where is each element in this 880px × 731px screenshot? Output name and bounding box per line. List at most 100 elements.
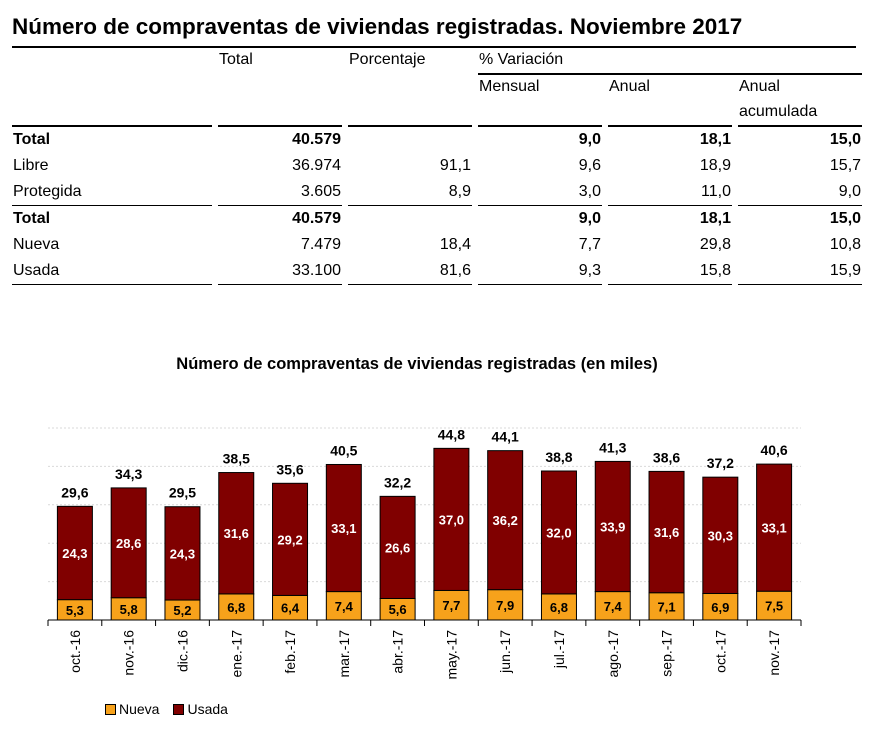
header-total: Total — [219, 51, 253, 68]
data-label-usada: 24,3 — [170, 546, 195, 561]
x-tick-label: nov.-17 — [766, 630, 782, 676]
data-label-usada: 33,9 — [600, 519, 625, 534]
table-subheader-row: Mensual Anual Anual — [12, 75, 862, 99]
data-label-nueva: 7,1 — [657, 599, 675, 614]
header-anual-acumulada-1: Anual — [739, 78, 780, 95]
data-label-nueva: 7,9 — [496, 598, 514, 613]
total-label: 38,5 — [223, 451, 250, 467]
x-tick-label: abr.-17 — [390, 630, 406, 674]
bar-usada-mar.-17 — [325, 463, 362, 593]
x-tick-label: jun.-17 — [497, 630, 513, 674]
row-label: Nueva — [13, 236, 60, 253]
title-rule — [12, 46, 856, 48]
bar-usada-feb.-17 — [272, 482, 309, 596]
x-tick-label: mar.-17 — [336, 630, 352, 678]
cell-mensual: 9,6 — [578, 157, 601, 174]
cell-mensual: 9,0 — [578, 210, 601, 227]
bar-usada-may.-17 — [433, 447, 470, 591]
bar-usada-dic.-16 — [164, 506, 201, 601]
data-label-usada: 30,3 — [708, 528, 733, 543]
bar-usada-jun.-17 — [487, 450, 524, 591]
cell-porcentaje: 8,9 — [348, 179, 472, 206]
total-label: 32,2 — [384, 474, 411, 490]
cell-mensual: 3,0 — [478, 179, 602, 206]
bar-usada-oct.-17 — [702, 476, 739, 595]
cell-anual: 29,8 — [699, 236, 731, 253]
data-label-usada: 36,2 — [493, 513, 518, 528]
bar-usada-ene.-17 — [218, 472, 255, 595]
data-label-nueva: 7,4 — [335, 599, 354, 614]
legend-swatch-usada — [173, 703, 185, 715]
cell-acumulada: 15,0 — [829, 210, 862, 227]
bar-usada-jul.-17 — [540, 470, 577, 595]
legend-item-nueva: Nueva — [105, 701, 159, 717]
x-tick-label: ene.-17 — [228, 630, 244, 678]
legend-label-usada: Usada — [187, 701, 228, 717]
data-label-nueva: 6,8 — [550, 600, 568, 615]
bar-usada-nov.-16 — [110, 487, 147, 599]
legend-swatch-nueva — [105, 703, 116, 715]
data-label-usada: 32,0 — [546, 525, 571, 540]
cell-acumulada: 15,9 — [738, 258, 863, 285]
x-tick-label: may.-17 — [443, 630, 459, 680]
cell-total: 3.605 — [218, 179, 342, 206]
x-tick-label: ago.-17 — [605, 630, 621, 678]
row-label: Libre — [13, 157, 49, 174]
data-label-usada: 31,6 — [224, 526, 249, 541]
total-label: 44,8 — [438, 426, 465, 442]
cell-total: 40.579 — [292, 131, 341, 148]
cell-total: 7.479 — [300, 236, 341, 253]
cell-acumulada: 10,8 — [829, 236, 862, 253]
total-label: 29,6 — [61, 484, 88, 500]
chart-title: Número de compraventas de viviendas regi… — [176, 355, 658, 373]
table-title: Número de compraventas de viviendas regi… — [12, 14, 743, 39]
table-row: Nueva 7.479 18,4 7,7 29,8 10,8 — [12, 232, 862, 258]
total-label: 40,5 — [330, 442, 357, 458]
data-label-usada: 37,0 — [439, 512, 464, 527]
total-label: 38,6 — [653, 449, 680, 465]
total-label: 37,2 — [707, 455, 734, 471]
cell-anual: 18,1 — [699, 131, 731, 148]
data-label-usada: 33,1 — [761, 521, 786, 536]
chart-legend: Nueva Usada — [105, 701, 228, 717]
x-tick-label: sep.-17 — [659, 630, 675, 677]
header-anual-acumulada-2: acumulada — [738, 99, 863, 127]
data-label-usada: 28,6 — [116, 536, 141, 551]
data-label-nueva: 7,5 — [765, 599, 783, 614]
x-tick-label: nov.-16 — [121, 630, 137, 676]
bar-nueva-jun.-17 — [487, 589, 524, 621]
cell-acumulada: 9,0 — [738, 179, 863, 206]
cell-mensual: 7,7 — [578, 236, 601, 253]
total-label: 29,5 — [169, 485, 196, 501]
data-label-nueva: 7,4 — [604, 599, 623, 614]
bar-nueva-feb.-17 — [272, 594, 309, 621]
cell-total: 36.974 — [292, 157, 341, 174]
cell-anual: 11,0 — [608, 179, 732, 206]
data-label-nueva: 5,3 — [66, 603, 84, 618]
header-variacion: % Variación — [478, 47, 863, 75]
data-label-nueva: 6,8 — [227, 600, 245, 615]
bar-usada-nov.-17 — [756, 463, 793, 592]
cell-total: 33.100 — [218, 258, 342, 285]
cell-porcentaje: 18,4 — [439, 236, 471, 253]
total-label: 40,6 — [760, 442, 787, 458]
data-label-usada: 24,3 — [62, 546, 87, 561]
data-label-usada: 33,1 — [331, 521, 356, 536]
stats-table: Total Porcentaje % Variación Mensual Anu… — [6, 47, 868, 285]
header-mensual: Mensual — [479, 78, 540, 95]
table-row: Total 40.579 9,0 18,1 15,0 — [12, 206, 862, 232]
cell-anual: 18,9 — [699, 157, 731, 174]
cell-acumulada: 15,7 — [829, 157, 862, 174]
bar-usada-ago.-17 — [594, 460, 631, 593]
data-label-nueva: 5,8 — [120, 602, 138, 617]
table-row: Protegida 3.605 8,9 3,0 11,0 9,0 — [12, 179, 863, 206]
data-label-usada: 31,6 — [654, 525, 679, 540]
bar-usada-oct.-16 — [56, 505, 93, 601]
bar-usada-sep.-17 — [648, 470, 685, 594]
total-label: 41,3 — [599, 439, 626, 455]
cell-porcentaje: 81,6 — [348, 258, 472, 285]
data-label-usada: 26,6 — [385, 540, 410, 555]
total-label: 38,8 — [545, 449, 572, 465]
header-anual: Anual — [609, 78, 650, 95]
